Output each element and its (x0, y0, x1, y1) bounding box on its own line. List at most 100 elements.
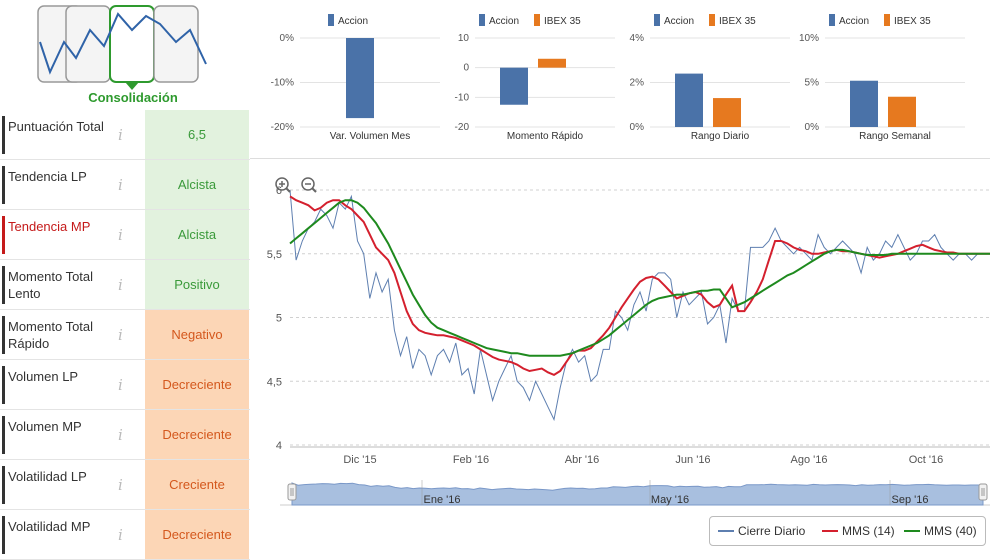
series-mms14[interactable] (289, 195, 990, 377)
indicator-name: Tendencia MP (8, 219, 91, 234)
chart-label: Rango Semanal (859, 131, 931, 142)
phase-pointer-icon (125, 82, 139, 90)
indicator-value: Negativo (145, 310, 249, 359)
indicator-row[interactable]: Tendencia LP i Alcista (0, 160, 250, 210)
tick-label: 10% (799, 33, 819, 44)
legend-label[interactable]: IBEX 35 (894, 16, 931, 27)
series-cierre-diario[interactable] (289, 189, 990, 422)
indicator-row[interactable]: Tendencia MP i Alcista (0, 210, 250, 260)
mini-chart-rango-semanal: 10% 5% 0% Accion IBEX 35 Rango Semanal (795, 0, 970, 150)
legend-item-mms40[interactable]: MMS (40) (924, 524, 977, 538)
info-icon[interactable]: i (118, 526, 123, 544)
indicator-value: 6,5 (145, 110, 249, 159)
bar-ibex[interactable] (888, 96, 916, 127)
info-icon[interactable]: i (118, 276, 123, 294)
row-marker (2, 416, 5, 454)
phase-cycle-graphic (37, 5, 207, 90)
info-icon[interactable]: i (118, 326, 123, 344)
legend-swatch (534, 14, 540, 26)
zoom-in-icon[interactable] (275, 177, 291, 193)
navigator[interactable]: Ene '16 May '16 Sep '16 (280, 480, 990, 506)
phase-cycle-line (39, 12, 207, 75)
chart-legend: Cierre Diario MMS (14) MMS (40) (709, 516, 986, 546)
legend-label[interactable]: Accion (839, 16, 869, 27)
indicator-panel: Consolidación Puntuación Total i 6,5 Tenden… (0, 0, 250, 560)
navigator-handle-right[interactable] (978, 483, 988, 501)
bar-accion[interactable] (675, 73, 703, 127)
price-chart[interactable]: 6 5,5 5 4,5 4 Dic '15 Feb '16 Abr '16 Jun '16 Ago… (250, 160, 997, 560)
x-tick-label: Jun '16 (675, 454, 710, 466)
bar-ibex[interactable] (538, 58, 566, 68)
legend-label[interactable]: Accion (664, 16, 694, 27)
indicator-row[interactable]: Momento Total Rápido i Negativo (0, 310, 250, 360)
chart-label: Momento Rápido (507, 131, 584, 142)
x-tick-label: Oct '16 (909, 454, 944, 466)
market-phase-selector: Consolidación (0, 0, 250, 108)
indicator-row[interactable]: Momento Total Lento i Positivo (0, 260, 250, 310)
indicator-row[interactable]: Puntuación Total i 6,5 (0, 110, 250, 160)
bar-accion[interactable] (346, 38, 374, 119)
chart-label: Rango Diario (691, 131, 750, 142)
legend-item-mms14[interactable]: MMS (14) (842, 524, 895, 538)
x-tick-label: Feb '16 (453, 454, 489, 466)
divider (250, 158, 990, 159)
tick-label: -10 (455, 92, 470, 103)
phase-box[interactable] (153, 5, 199, 83)
tick-label: 4% (630, 33, 645, 44)
legend-label[interactable]: Accion (489, 16, 519, 27)
info-icon[interactable]: i (118, 226, 123, 244)
legend-label[interactable]: Accion (338, 16, 368, 27)
indicator-value: Alcista (145, 210, 249, 259)
bar-accion[interactable] (500, 67, 528, 105)
y-tick-label: 6 (276, 185, 282, 197)
legend-swatch (884, 14, 890, 26)
tick-label: 2% (630, 78, 645, 89)
indicator-row[interactable]: Volatilidad MP i Decreciente (0, 510, 250, 560)
tick-label: -20 (455, 122, 470, 133)
phase-label: Consolidación (88, 90, 178, 105)
zoom-out-icon[interactable] (301, 177, 317, 193)
row-marker (2, 466, 5, 504)
indicator-name: Volatilidad LP (8, 469, 87, 484)
indicator-row[interactable]: Volatilidad LP i Creciente (0, 460, 250, 510)
info-icon[interactable]: i (118, 376, 123, 394)
legend-label[interactable]: IBEX 35 (719, 16, 756, 27)
y-tick-label: 5,5 (267, 249, 282, 261)
legend-label[interactable]: IBEX 35 (544, 16, 581, 27)
row-marker (2, 116, 5, 154)
navigator-tick-label: May '16 (651, 494, 689, 506)
indicator-row[interactable]: Volumen LP i Decreciente (0, 360, 250, 410)
y-tick-label: 4,5 (267, 376, 282, 388)
indicator-value: Alcista (145, 160, 249, 209)
legend-swatch-mms14 (822, 530, 838, 532)
tick-label: -20% (271, 122, 294, 133)
legend-item-cierre[interactable]: Cierre Diario (738, 524, 806, 538)
bar-accion[interactable] (850, 80, 878, 127)
navigator-series (291, 482, 984, 506)
tick-label: 0 (463, 63, 469, 74)
info-icon[interactable]: i (118, 426, 123, 444)
row-marker (2, 166, 5, 204)
legend-swatch-mms40 (904, 530, 920, 532)
indicator-value: Decreciente (145, 360, 249, 409)
x-tick-label: Dic '15 (343, 454, 376, 466)
info-icon[interactable]: i (118, 176, 123, 194)
y-tick-label: 5 (276, 313, 282, 325)
navigator-handle-left[interactable] (287, 483, 297, 501)
legend-swatch (479, 14, 485, 26)
indicator-name: Momento Total Lento (8, 269, 94, 301)
indicator-row[interactable]: Volumen MP i Decreciente (0, 410, 250, 460)
info-icon[interactable]: i (118, 476, 123, 494)
legend-swatch (654, 14, 660, 26)
tick-label: -10% (271, 78, 294, 89)
row-marker (2, 266, 5, 304)
series-mms40[interactable] (289, 199, 990, 357)
bar-ibex[interactable] (713, 98, 741, 127)
tick-label: 0% (630, 122, 645, 133)
indicator-name: Volumen LP (8, 369, 79, 384)
info-icon[interactable]: i (118, 126, 123, 144)
tick-label: 0% (280, 33, 295, 44)
indicator-value: Creciente (145, 460, 249, 509)
navigator-tick-label: Sep '16 (892, 494, 929, 506)
row-marker (2, 366, 5, 404)
